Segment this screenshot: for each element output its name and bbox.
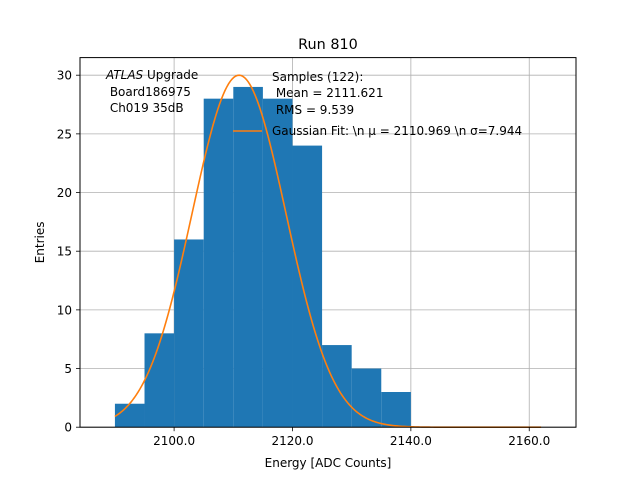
annotation-atlas-word: ATLAS <box>105 68 144 82</box>
chart-title: Run 810 <box>298 37 358 53</box>
legend-fit-label: Gaussian Fit: \n μ = 2110.969 \n σ=7.944 <box>272 124 522 138</box>
legend: Samples (122): Mean = 2111.621 RMS = 9.5… <box>233 70 522 138</box>
annotation-line-1: ATLAS Upgrade <box>105 68 198 82</box>
histogram-bar <box>262 98 293 428</box>
plot-frame <box>79 57 577 428</box>
x-tick-label: 2120.0 <box>271 434 313 448</box>
y-axis-label: Entries <box>33 222 47 264</box>
histogram-bar <box>292 145 323 428</box>
x-tick-label: 2100.0 <box>153 434 195 448</box>
histogram-bar <box>233 86 263 428</box>
atlas-annotation: ATLAS Upgrade Board186975 Ch019 35dB <box>105 68 198 115</box>
histogram-bars <box>114 86 411 428</box>
y-tick-label: 20 <box>57 186 72 200</box>
annotation-line-3: Ch019 35dB <box>106 101 184 115</box>
y-tick-label: 25 <box>57 127 72 141</box>
axis-ticks: 2100.0 2120.0 2140.0 2160.0 0 5 10 15 20 25 30 <box>57 69 551 449</box>
y-tick-label: 15 <box>57 245 72 259</box>
y-tick-label: 5 <box>64 362 72 376</box>
legend-samples-label: Samples (122): <box>272 70 363 84</box>
legend-mean-label: Mean = 2111.621 <box>272 86 383 100</box>
histogram-bar <box>114 403 145 428</box>
x-tick-label: 2160.0 <box>508 434 550 448</box>
x-tick-label: 2140.0 <box>390 434 432 448</box>
histogram-bar <box>174 239 204 428</box>
y-tick-label: 10 <box>57 303 72 317</box>
annotation-line-2: Board186975 <box>106 85 191 99</box>
y-tick-label: 30 <box>57 69 72 83</box>
y-tick-label: 0 <box>64 421 72 435</box>
annotation-upgrade-word: Upgrade <box>143 68 198 82</box>
histogram-bar <box>203 98 234 428</box>
histogram-bar <box>381 392 411 428</box>
x-axis-label: Energy [ADC Counts] <box>265 456 392 470</box>
histogram-bar <box>144 333 175 428</box>
legend-rms-label: RMS = 9.539 <box>272 103 354 117</box>
